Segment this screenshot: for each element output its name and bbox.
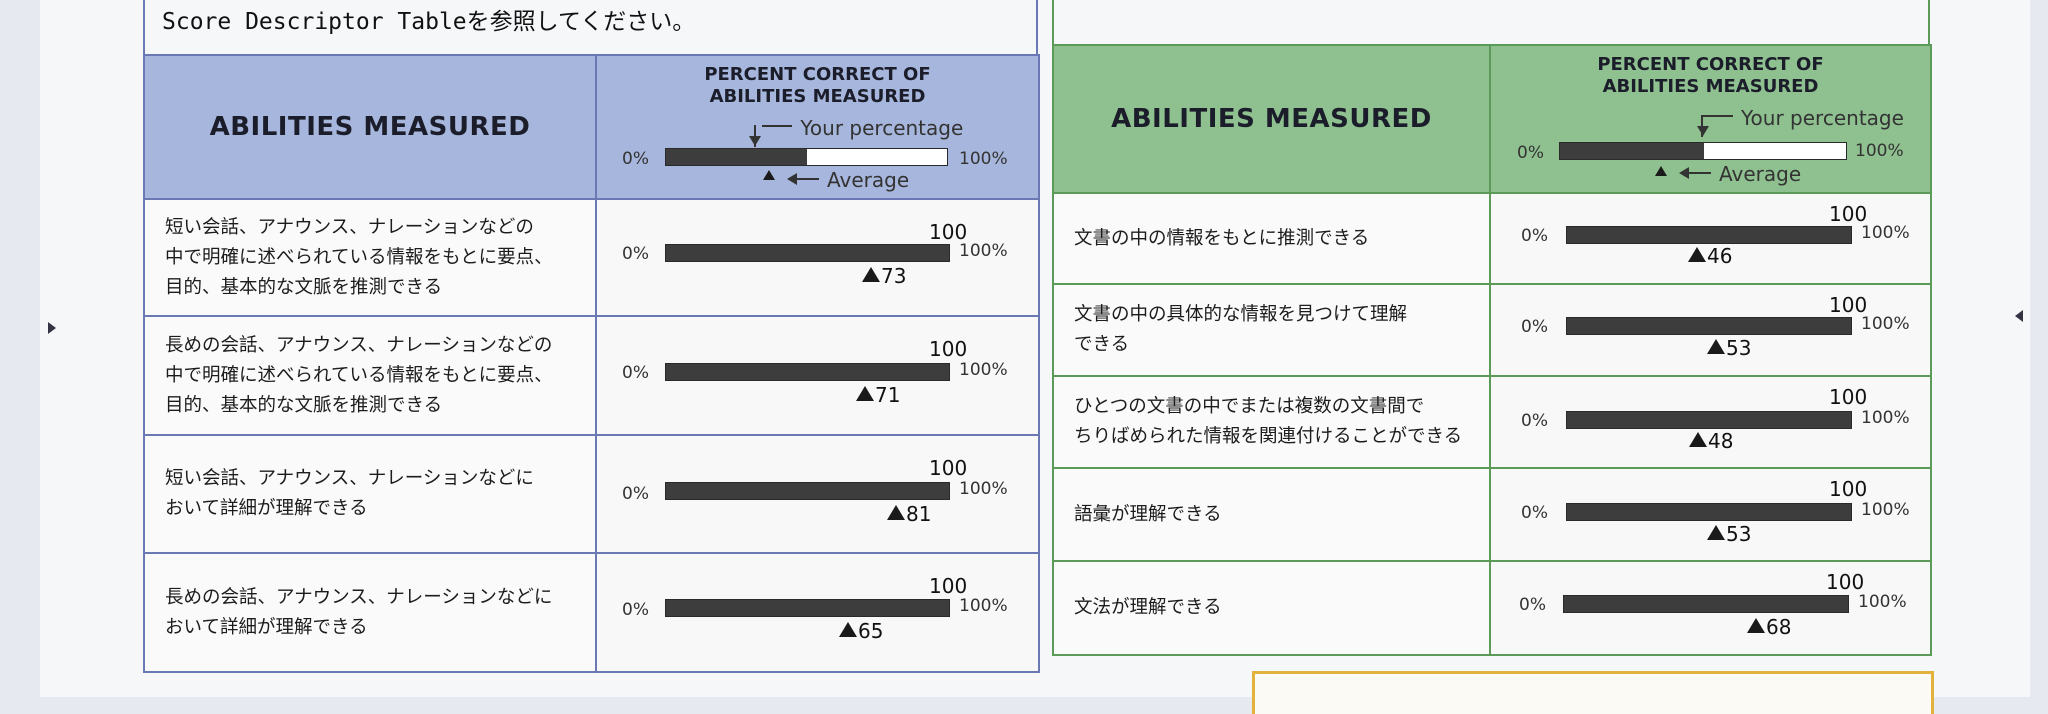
average-marker-icon bbox=[1747, 618, 1765, 633]
listening-row-4-bar: 100 0% 100% 65 bbox=[595, 552, 1040, 673]
reading-abilities-table: ABILITIES MEASURED PERCENT CORRECT OF AB… bbox=[1052, 44, 1932, 656]
abilities-measured-title: ABILITIES MEASURED bbox=[1111, 104, 1432, 134]
average-value: 46 bbox=[1707, 244, 1733, 268]
average-marker-icon bbox=[856, 386, 874, 401]
average-marker-icon bbox=[1688, 247, 1706, 262]
legend-hundred-label: 100% bbox=[959, 149, 1008, 169]
average-value: 81 bbox=[906, 502, 932, 526]
score-label: 100 bbox=[929, 456, 968, 480]
reading-row-5-description: 文法が理解できる bbox=[1052, 560, 1491, 656]
score-label: 100 bbox=[1829, 202, 1868, 226]
reading-row-3-description: ひとつの文書の中でまたは複数の文書間で ちりばめられた情報を関連付けることができ… bbox=[1052, 375, 1491, 469]
reading-row-1-description: 文書の中の情報をもとに推測できる bbox=[1052, 192, 1491, 285]
average-value: 53 bbox=[1726, 336, 1752, 360]
next-section-box bbox=[1252, 671, 1934, 714]
listening-row-1-bar: 100 0% 100% 73 bbox=[595, 198, 1040, 317]
score-bar bbox=[1566, 317, 1852, 335]
score-label: 100 bbox=[929, 220, 968, 244]
abilities-header-cell: ABILITIES MEASURED bbox=[1052, 44, 1491, 194]
listening-row-3-bar: 100 0% 100% 81 bbox=[595, 434, 1040, 554]
average-marker-icon bbox=[862, 267, 880, 282]
score-bar bbox=[1566, 411, 1852, 429]
average-marker-icon bbox=[1655, 166, 1667, 176]
green-panel-left-rule bbox=[1052, 0, 1054, 56]
score-label: 100 bbox=[929, 574, 968, 598]
listening-row-2-description: 長めの会話、アナウンス、ナレーションなどの 中で明確に述べられている情報をもとに… bbox=[143, 315, 597, 436]
legend-bar bbox=[1559, 142, 1847, 160]
reading-row-2-description: 文書の中の具体的な情報を見つけて理解 できる bbox=[1052, 283, 1491, 377]
average-value: 68 bbox=[1766, 615, 1792, 639]
legend-zero-label: 0% bbox=[1517, 143, 1544, 163]
score-bar bbox=[1563, 595, 1849, 613]
fold-mark-left bbox=[48, 322, 56, 334]
reading-row-4-bar: 100 0% 100% 53 bbox=[1489, 467, 1932, 562]
score-bar bbox=[665, 363, 950, 381]
average-marker-icon bbox=[763, 170, 775, 180]
listening-row-4-description: 長めの会話、アナウンス、ナレーションなどに おいて詳細が理解できる bbox=[143, 552, 597, 673]
average-value: 53 bbox=[1726, 522, 1752, 546]
percent-correct-title: PERCENT CORRECT OF ABILITIES MEASURED bbox=[704, 64, 931, 107]
average-value: 73 bbox=[881, 264, 907, 288]
reading-row-2-bar: 100 0% 100% 53 bbox=[1489, 283, 1932, 377]
reading-row-1-bar: 100 0% 100% 46 bbox=[1489, 192, 1932, 285]
score-label: 100 bbox=[1829, 385, 1868, 409]
listening-abilities-table: ABILITIES MEASURED PERCENT CORRECT OF AB… bbox=[143, 54, 1040, 673]
legend-hundred-label: 100% bbox=[1855, 141, 1904, 161]
abilities-measured-title: ABILITIES MEASURED bbox=[209, 112, 531, 142]
legend-down-arrow-icon bbox=[749, 136, 761, 146]
score-label: 100 bbox=[1829, 477, 1868, 501]
your-percentage-legend: Your percentage bbox=[754, 116, 963, 147]
average-marker-icon bbox=[887, 505, 905, 520]
average-value: 48 bbox=[1708, 429, 1734, 453]
average-value: 65 bbox=[858, 619, 884, 643]
score-label: 100 bbox=[1829, 293, 1868, 317]
your-percentage-legend: Your percentage bbox=[1701, 106, 1904, 137]
green-panel-right-rule bbox=[1928, 0, 1930, 46]
score-bar bbox=[665, 244, 950, 262]
score-bar bbox=[665, 482, 950, 500]
average-marker-icon bbox=[1689, 432, 1707, 447]
average-legend: Average bbox=[787, 168, 909, 192]
percent-correct-title: PERCENT CORRECT OF ABILITIES MEASURED bbox=[1597, 54, 1824, 97]
score-bar bbox=[1566, 503, 1852, 521]
reading-row-3-bar: 100 0% 100% 48 bbox=[1489, 375, 1932, 469]
percent-header-cell: PERCENT CORRECT OF ABILITIES MEASURED Yo… bbox=[595, 54, 1040, 200]
intro-text: Score Descriptor Tableを参照してください。 bbox=[162, 9, 696, 35]
average-marker-icon bbox=[839, 622, 857, 637]
listening-row-3-description: 短い会話、アナウンス、ナレーションなどに おいて詳細が理解できる bbox=[143, 434, 597, 554]
score-label: 100 bbox=[929, 337, 968, 361]
average-legend: Average bbox=[1679, 162, 1801, 186]
fold-mark-right bbox=[2015, 310, 2023, 322]
score-label: 100 bbox=[1826, 570, 1865, 594]
blue-panel-left-rule bbox=[143, 0, 145, 56]
abilities-header-cell: ABILITIES MEASURED bbox=[143, 54, 597, 200]
listening-row-1-description: 短い会話、アナウンス、ナレーションなどの 中で明確に述べられている情報をもとに要… bbox=[143, 198, 597, 317]
reading-row-5-bar: 100 0% 100% 68 bbox=[1489, 560, 1932, 656]
average-marker-icon bbox=[1707, 525, 1725, 540]
score-bar bbox=[665, 599, 950, 617]
blue-panel-right-rule bbox=[1036, 0, 1038, 56]
score-bar bbox=[1566, 226, 1852, 244]
legend-zero-label: 0% bbox=[622, 149, 649, 169]
listening-row-2-bar: 100 0% 100% 71 bbox=[595, 315, 1040, 436]
legend-down-arrow-icon bbox=[1697, 126, 1709, 136]
average-marker-icon bbox=[1707, 339, 1725, 354]
average-value: 71 bbox=[875, 383, 901, 407]
percent-header-cell: PERCENT CORRECT OF ABILITIES MEASURED Yo… bbox=[1489, 44, 1932, 194]
reading-row-4-description: 語彙が理解できる bbox=[1052, 467, 1491, 562]
legend-bar bbox=[665, 148, 948, 166]
